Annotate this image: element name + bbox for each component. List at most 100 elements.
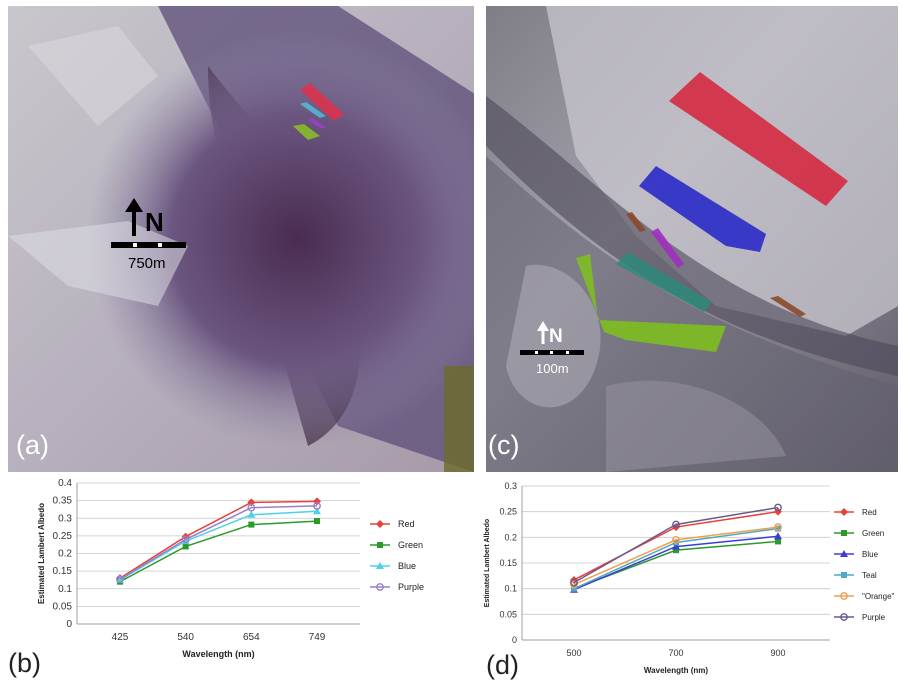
x-tick-label: 654 <box>243 632 260 643</box>
legend-marker <box>840 508 848 516</box>
series-teal <box>571 525 781 592</box>
roi-blue <box>639 166 766 252</box>
scale-label-c: 100m <box>536 361 569 376</box>
x-axis-label: Wavelength (nm) <box>182 649 254 659</box>
scale-bar-c <box>520 350 584 355</box>
y-tick-label: 0.05 <box>499 609 517 619</box>
legend-marker <box>376 562 384 569</box>
legend-label: "Orange" <box>862 592 895 601</box>
roi-orange <box>626 212 646 232</box>
series-line <box>119 500 318 579</box>
roi-green <box>293 124 320 140</box>
series-line <box>119 505 318 580</box>
y-tick-label: 0.3 <box>58 513 72 524</box>
legend-label: Green <box>398 540 423 550</box>
y-tick-label: 0 <box>66 619 72 630</box>
legend-entry: Blue <box>834 550 879 559</box>
legend-entry: Red <box>370 519 415 529</box>
legend-entry: Green <box>370 540 423 550</box>
data-point <box>570 578 578 587</box>
series-line <box>119 520 318 583</box>
terrain-image-a: N 750m <box>8 6 474 472</box>
panel-label-c: (c) <box>488 430 520 460</box>
roi-purple <box>651 228 684 268</box>
data-point <box>672 542 680 550</box>
legend-label: Red <box>862 508 877 517</box>
legend-label: Blue <box>862 550 879 559</box>
y-tick-label: 0.25 <box>53 531 73 542</box>
y-axis-label: Estimated Lambert Albedo <box>37 503 46 604</box>
legend-marker <box>841 530 847 536</box>
legend-marker <box>376 520 384 528</box>
chart-d: 0 0.05 0.1 0.15 0.2 0.25 0.3 500 700 900 Wavelengt… <box>484 481 895 675</box>
data-point <box>247 498 256 507</box>
data-point <box>116 575 124 584</box>
image-panel-c: N 100m (c) <box>486 6 898 472</box>
legend-entry: Purple <box>370 582 424 592</box>
y-tick-label: 0.4 <box>58 478 72 489</box>
y-tick-label: 0 <box>512 635 517 645</box>
legend-marker <box>841 572 847 578</box>
data-point <box>313 497 321 506</box>
panel-label-a: (a) <box>16 430 49 460</box>
data-point <box>247 510 256 518</box>
roi-green <box>576 254 726 352</box>
y-tick-label: 0.1 <box>58 584 72 595</box>
y-tick-label: 0.3 <box>504 481 517 491</box>
x-tick-label: 900 <box>770 648 785 658</box>
data-point <box>672 536 680 544</box>
scale-bar-a <box>111 242 186 248</box>
legend-entry: Blue <box>370 561 416 571</box>
y-axis-label: Estimated Lambert Albedo <box>484 519 491 607</box>
data-point <box>313 502 321 510</box>
legend-entry: Red <box>834 508 877 517</box>
roi-orange-2 <box>770 296 806 317</box>
legend-entry: Teal <box>834 571 877 580</box>
y-tick-label: 0.25 <box>499 507 517 517</box>
x-tick-label: 700 <box>668 648 683 658</box>
data-point <box>774 523 782 531</box>
data-point <box>247 503 256 512</box>
data-point <box>673 547 679 554</box>
roi-red <box>669 72 848 206</box>
y-tick-label: 0.15 <box>53 566 73 577</box>
series-red <box>116 497 321 583</box>
legend-label: Teal <box>862 571 877 580</box>
data-point <box>774 503 782 512</box>
y-tick-label: 0.05 <box>53 601 73 612</box>
data-point <box>774 507 782 516</box>
north-label-a: N <box>145 207 164 237</box>
data-point <box>775 538 781 545</box>
north-arrow-icon <box>125 198 143 236</box>
legend-label: Blue <box>398 561 416 571</box>
panel-label-b: (b) <box>8 648 41 678</box>
roi-blue <box>300 102 326 118</box>
series-line <box>573 526 779 586</box>
x-axis-label: Wavelength (nm) <box>644 666 708 675</box>
data-point <box>313 507 321 515</box>
legend-entry: Green <box>834 529 884 538</box>
north-label-c: N <box>549 326 563 347</box>
data-point <box>314 518 320 525</box>
chart-b: 0 0.05 0.1 0.15 0.2 0.25 0.3 0.35 0.4 425 540 654 74… <box>37 478 424 659</box>
y-tick-label: 0.35 <box>53 496 73 507</box>
legend-marker <box>840 613 848 621</box>
legend-entry: Purple <box>834 613 886 622</box>
x-tick-label: 749 <box>309 632 326 643</box>
legend-marker <box>840 550 848 557</box>
image-panel-a: N 750m (a) <box>8 6 474 472</box>
x-tick-label: 425 <box>112 632 129 643</box>
north-arrow-icon <box>537 321 549 344</box>
data-point <box>248 521 255 528</box>
x-tick-label: 500 <box>566 648 581 658</box>
series-line <box>573 506 779 584</box>
legend-label: Purple <box>862 613 886 622</box>
data-point <box>672 520 680 529</box>
legend-label: Purple <box>398 582 424 592</box>
data-point <box>774 532 782 540</box>
y-tick-label: 0.2 <box>504 532 517 542</box>
terrain-image-c: N 100m <box>486 6 898 472</box>
y-tick-label: 0.1 <box>504 584 517 594</box>
legend-marker <box>377 542 383 548</box>
legend-marker <box>376 583 384 591</box>
